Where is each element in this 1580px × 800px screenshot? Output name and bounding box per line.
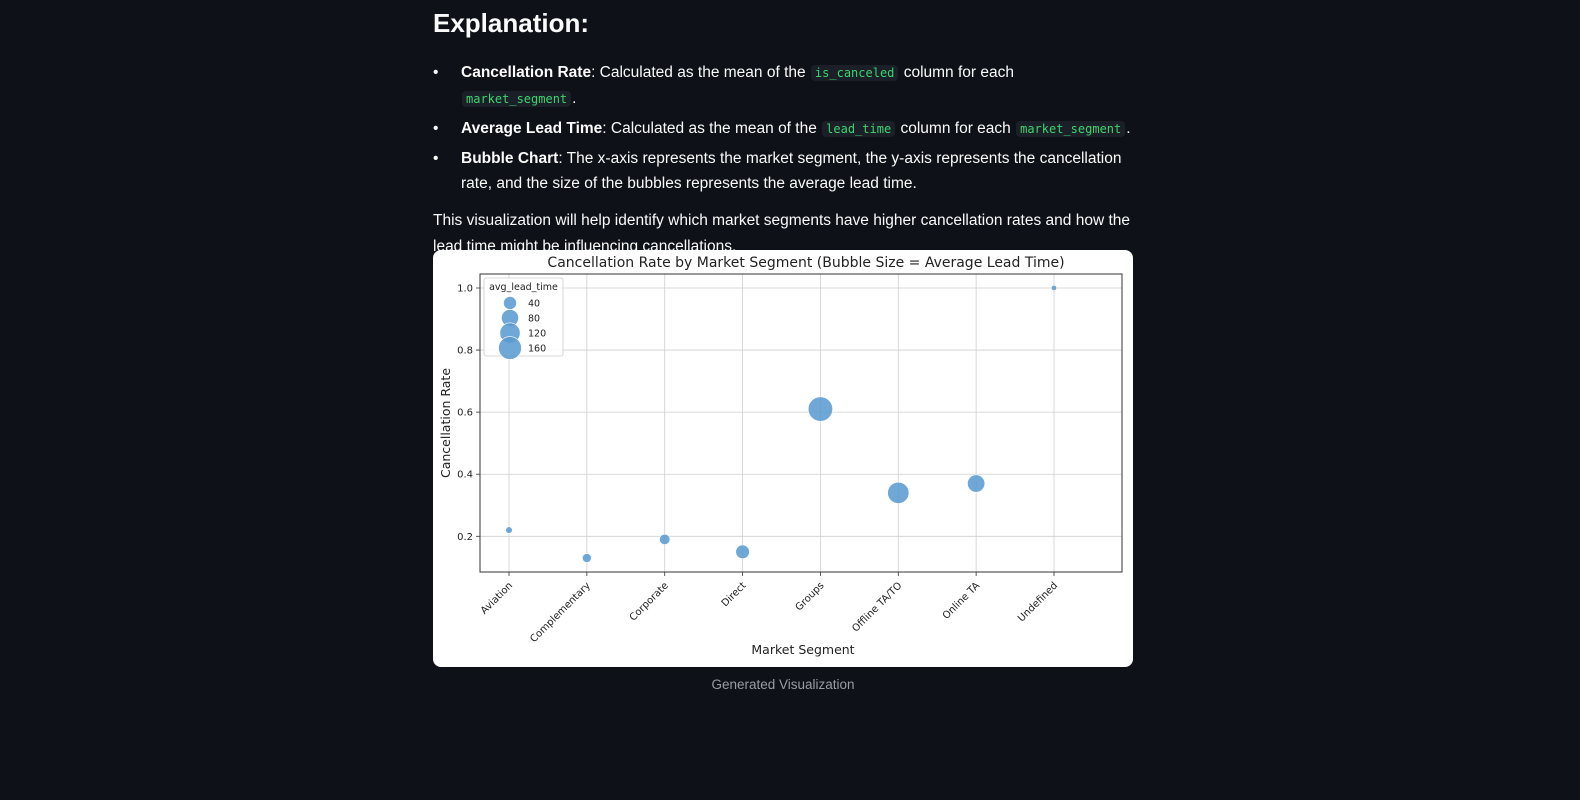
x-tick-label: Complementary: [528, 580, 593, 645]
x-tick-label: Undefined: [1016, 580, 1060, 624]
y-tick-label: 0.6: [457, 408, 473, 419]
legend: avg_lead_time 40 80 120 160: [483, 277, 564, 360]
bubble-point: [967, 474, 986, 493]
x-tick-label: Offline TA/TO: [850, 580, 904, 634]
text-segment: : The x-axis represents the market segme…: [461, 150, 1122, 192]
text-segment: : Calculated as the mean of the: [591, 64, 810, 81]
term-average-lead-time: Average Lead Time: [461, 120, 603, 137]
text-segment: column for each: [896, 120, 1016, 137]
chart-title: Cancellation Rate by Market Segment (Bub…: [547, 255, 1064, 271]
legend-label: 40: [528, 299, 540, 310]
x-tick-label: Direct: [720, 580, 749, 609]
bubble-point: [887, 481, 910, 504]
x-tick-label: Aviation: [479, 580, 515, 616]
x-tick-label: Corporate: [628, 580, 671, 623]
text-segment: .: [1126, 120, 1131, 137]
x-axis-label: Market Segment: [751, 642, 854, 657]
text-segment: : Calculated as the mean of the: [602, 120, 822, 137]
bubble-point: [735, 544, 750, 559]
legend-label: 160: [528, 344, 546, 355]
bubble-point: [807, 396, 833, 422]
chart-container: Aviation Complementary Corporate Direct Grou…: [433, 250, 1133, 667]
legend-title: avg_lead_time: [489, 282, 558, 293]
explanation-section: Explanation: Cancellation Rate: Calculat…: [433, 0, 1133, 260]
bubble-point: [582, 553, 592, 563]
x-tick-label: Groups: [794, 580, 827, 613]
y-tick-label: 1.0: [457, 283, 473, 294]
legend-label: 120: [528, 329, 546, 340]
legend-marker: [498, 336, 522, 360]
y-tick-label: 0.4: [457, 470, 473, 481]
code-lead-time: lead_time: [822, 121, 896, 137]
y-axis-label: Cancellation Rate: [438, 368, 453, 478]
legend-marker: [503, 296, 517, 310]
list-item-bubble-chart: Bubble Chart: The x-axis represents the …: [433, 146, 1133, 196]
explanation-list: Cancellation Rate: Calculated as the mea…: [433, 60, 1133, 196]
code-is-canceled: is_canceled: [810, 65, 899, 81]
y-tick-label: 0.2: [457, 532, 473, 543]
text-segment: .: [572, 90, 577, 107]
list-item-cancellation-rate: Cancellation Rate: Calculated as the mea…: [433, 60, 1133, 112]
bubble-point: [1050, 284, 1058, 291]
bubble-series: [505, 284, 1058, 563]
term-cancellation-rate: Cancellation Rate: [461, 64, 592, 81]
legend-label: 80: [528, 314, 540, 325]
list-item-average-lead-time: Average Lead Time: Calculated as the mea…: [433, 116, 1133, 142]
explanation-heading: Explanation:: [433, 8, 590, 38]
bubble-point: [505, 526, 513, 534]
x-tick-label: Online TA: [941, 580, 983, 622]
grid-lines: [480, 274, 1122, 572]
term-bubble-chart: Bubble Chart: [461, 150, 559, 167]
code-market-segment: market_segment: [1016, 121, 1126, 137]
y-tick-label: 0.8: [457, 346, 473, 357]
bubble-point: [659, 533, 671, 545]
code-market-segment: market_segment: [462, 91, 572, 107]
plot-frame: [479, 273, 1123, 573]
bubble-chart: Aviation Complementary Corporate Direct Grou…: [438, 255, 1123, 657]
text-segment: column for each: [899, 64, 1014, 81]
chart-caption: Generated Visualization: [711, 677, 855, 692]
